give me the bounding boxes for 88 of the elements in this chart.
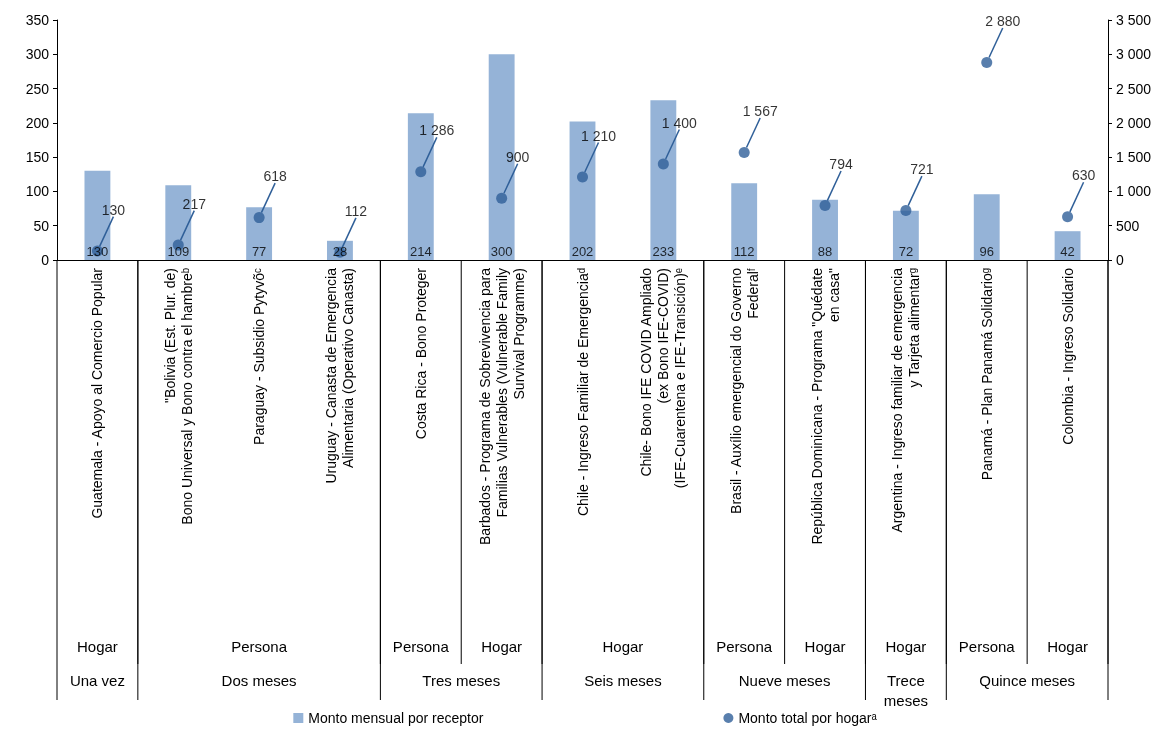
data-label: 233 <box>652 244 675 259</box>
x-tick-label: Guatemala - Apoyo al Comercio Popular <box>89 267 106 519</box>
data-label: 214 <box>409 244 432 259</box>
x-tick-label: Costa Rica - Bono Proteger <box>412 267 429 440</box>
data-label: 794 <box>829 156 853 173</box>
bar <box>812 199 838 260</box>
x-tick-label: Chile- Bono IFE COVID Ampliado (ex Bono IFE-COVID) (IFE-Cuarentena e IFE-Transición)ᵉ <box>638 267 689 489</box>
data-label: 130 <box>101 201 126 218</box>
point <box>981 57 993 69</box>
text: Seis meses <box>584 671 662 689</box>
y-tick-label: 350 <box>25 12 50 28</box>
data-label: 109 <box>167 244 190 259</box>
y-tick-label: 250 <box>25 80 50 97</box>
data-label: 77 <box>251 244 267 259</box>
bar <box>892 210 919 260</box>
data-label: 1 210 <box>580 127 617 144</box>
data-label: 300 <box>490 244 513 259</box>
x-tick-label: Chile - Ingreso Familiar de Emergenciaᵈ <box>574 268 591 517</box>
data-label: 42 <box>1060 244 1075 259</box>
y-tick-label: 200 <box>25 114 50 131</box>
point <box>577 171 588 183</box>
y-tick-label: 100 <box>25 183 50 200</box>
legend-label: Monto total por hogarᵃ <box>738 710 878 726</box>
y2-tick-label: 3 000 <box>1116 46 1152 63</box>
point <box>1062 211 1074 223</box>
text: Persona <box>392 637 450 655</box>
x-tick-label: Paraguay - Subsidio Pytyvõᶜ <box>251 267 268 445</box>
data-label: 1 567 <box>742 103 778 120</box>
data-label: 2 880 <box>985 13 1021 30</box>
data-label: 72 <box>898 244 914 259</box>
text: Quince meses <box>979 671 1076 689</box>
y2-tick-label: 1 000 <box>1116 183 1152 200</box>
point <box>900 205 912 217</box>
point <box>415 166 427 178</box>
data-label: 202 <box>571 244 594 259</box>
data-label: 900 <box>505 148 530 165</box>
y-tick-label: 0 <box>41 252 50 268</box>
text: Hogar <box>602 637 644 655</box>
text: Persona <box>958 637 1016 655</box>
point <box>819 200 831 212</box>
bar <box>1054 231 1081 260</box>
data-label: 1 400 <box>661 114 698 131</box>
text: Trece meses <box>883 671 928 709</box>
bar <box>731 183 758 260</box>
data-label: 630 <box>1071 167 1096 184</box>
data-label: 721 <box>910 161 934 178</box>
point <box>496 192 508 204</box>
y2-tick-label: 2 500 <box>1116 80 1152 97</box>
y2-tick-label: 1 500 <box>1116 149 1152 166</box>
x-tick-label: Barbados - Programa de Sobrevivencia para Familias Vulnerables (Vulnerable Family Survival Programme) <box>476 267 527 546</box>
text: Hogar <box>804 637 846 655</box>
point <box>253 212 265 224</box>
text: Persona <box>231 637 288 655</box>
y-tick-label: 150 <box>25 149 50 166</box>
y2-tick-label: 2 000 <box>1116 114 1152 131</box>
data-label: 217 <box>182 195 207 212</box>
data-label: 1 286 <box>419 122 455 139</box>
text: Hogar <box>1047 637 1089 655</box>
x-tick-label: Panamá - Plan Panamá Solidarioᵍ <box>978 268 995 481</box>
x-tick-label: Brasil - Auxílio emergencial do Governo Federalᶠ <box>727 267 761 514</box>
data-label: 112 <box>733 244 755 259</box>
data-label: 130 <box>86 244 109 259</box>
bar <box>973 194 1000 260</box>
text: Hogar <box>885 637 927 655</box>
x-tick-label: "Bolivia (Est. Plur. de) Bono Universal y Bono contra el hambreᵇ <box>161 268 195 525</box>
text: Nueve meses <box>738 671 831 689</box>
text: Tres meses <box>422 671 501 689</box>
x-tick-label: Uruguay - Canasta de Emergencia Alimentaria (Operativo Canasta) <box>323 267 357 484</box>
x-tick-label: República Dominicana - Programa "Quédate en casa" <box>808 267 842 545</box>
bar <box>246 207 273 260</box>
data-label: 96 <box>979 244 994 259</box>
y2-tick-label: 0 <box>1116 252 1124 268</box>
legend-label: Monto mensual por receptor <box>308 710 484 726</box>
text: Dos meses <box>221 671 297 689</box>
y-tick-label: 50 <box>33 217 50 234</box>
x-tick-label: Colombia - Ingreso Solidario <box>1059 267 1076 445</box>
text: Una vez <box>69 671 125 689</box>
point <box>738 147 750 159</box>
y-tick-label: 300 <box>25 46 50 63</box>
y2-tick-label: 500 <box>1116 217 1140 234</box>
text: Persona <box>716 637 773 655</box>
data-label: 618 <box>263 168 288 185</box>
data-label: 88 <box>817 244 833 259</box>
y2-tick-label: 3 500 <box>1116 12 1152 28</box>
point <box>657 158 669 170</box>
data-label: 112 <box>344 202 368 219</box>
text: Hogar <box>76 637 118 655</box>
text: Hogar <box>481 637 523 655</box>
